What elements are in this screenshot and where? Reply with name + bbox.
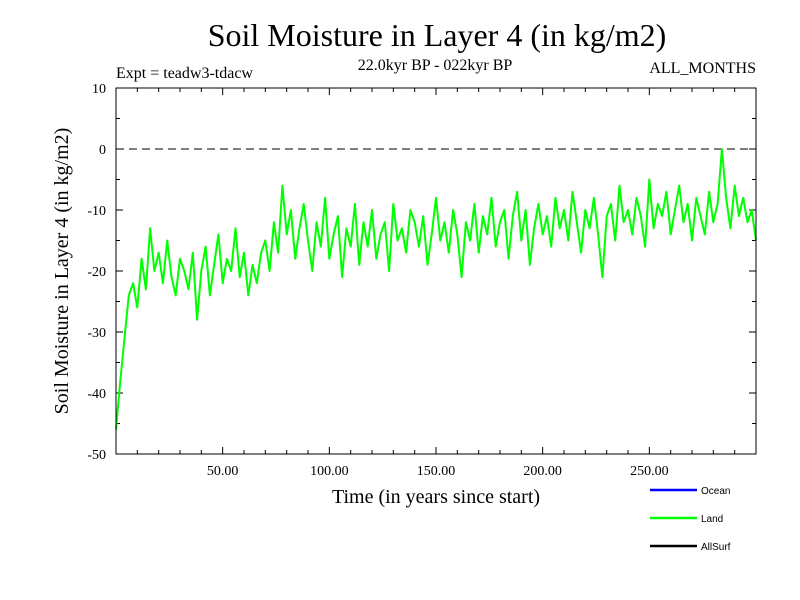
legend: Ocean Land AllSurf xyxy=(650,486,731,553)
legend-label-land: Land xyxy=(701,514,723,525)
x-tick-label: 100.00 xyxy=(310,464,349,479)
legend-label-allsurf: AllSurf xyxy=(701,542,731,553)
x-tick-label: 150.00 xyxy=(417,464,456,479)
y-tick-label: -20 xyxy=(87,265,106,280)
plot-frame xyxy=(115,87,757,455)
x-tick-label: 200.00 xyxy=(523,464,562,479)
series-line-land xyxy=(115,148,757,430)
x-tick-label: 250.00 xyxy=(630,464,669,479)
y-tick-label: -50 xyxy=(87,448,106,463)
period-label: 22.0kyr BP - 022kyr BP xyxy=(358,57,513,74)
y-tick-label: -40 xyxy=(87,387,106,402)
y-tick-label: 10 xyxy=(92,82,106,97)
y-axis: 10 0 -10 -20 -30 -40 -50 xyxy=(87,82,756,463)
x-tick-label: 50.00 xyxy=(207,464,239,479)
legend-label-ocean: Ocean xyxy=(701,486,730,497)
months-label: ALL_MONTHS xyxy=(649,60,756,77)
chart-title: Soil Moisture in Layer 4 (in kg/m2) xyxy=(208,17,667,53)
x-axis-label: Time (in years since start) xyxy=(332,486,540,508)
y-tick-label: 0 xyxy=(99,143,106,158)
experiment-label: Expt = teadw3-tdacw xyxy=(116,65,253,82)
y-axis-label: Soil Moisture in Layer 4 (in kg/m2) xyxy=(51,128,73,415)
y-tick-label: -30 xyxy=(87,326,106,341)
y-tick-label: -10 xyxy=(87,204,106,219)
x-axis: 50.00 100.00 150.00 200.00 250.00 xyxy=(136,88,736,479)
